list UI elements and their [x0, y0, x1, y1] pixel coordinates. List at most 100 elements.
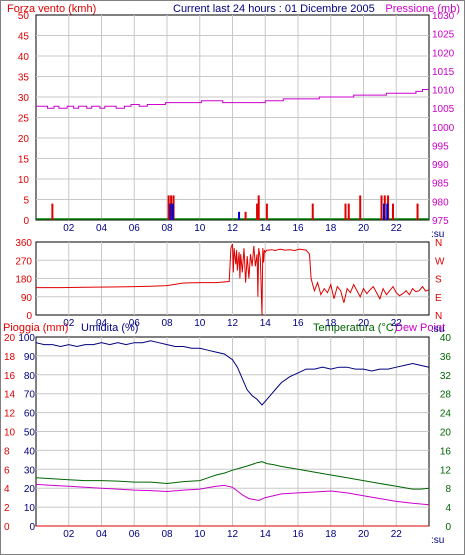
pressure-y-tick-label: 1030: [432, 11, 455, 22]
wind-speed-label: Forza vento (kmh): [7, 3, 97, 15]
x-tick-label: 02: [63, 529, 75, 540]
temperature-y-tick-label: 8: [445, 484, 451, 495]
compass-label: E: [435, 293, 442, 304]
x-axis-unit: :su: [431, 229, 444, 240]
pressure-y-tick-label: 975: [432, 216, 449, 227]
wind-y-tick-label: 40: [18, 52, 30, 63]
rain-y-tick-label: 16: [4, 371, 16, 382]
rain-y-tick-label: 8: [4, 446, 10, 457]
x-tick-label: 10: [194, 529, 206, 540]
wind-bar: [256, 203, 259, 220]
x-tick-label: 18: [325, 318, 337, 329]
pressure-line: [36, 89, 429, 109]
direction-y-tick-label: 180: [15, 275, 32, 286]
temperature-y-tick-label: 24: [440, 409, 452, 420]
x-tick-label: 14: [260, 318, 272, 329]
chart-title: Current last 24 hours : 01 Dicembre 2005: [173, 3, 375, 15]
x-tick-label: 14: [260, 223, 272, 234]
x-tick-label: 04: [96, 529, 108, 540]
humidity-y-tick-label: 30: [24, 465, 36, 476]
x-tick-label: 10: [194, 318, 206, 329]
x-tick-label: 02: [63, 223, 75, 234]
temperature-y-tick-label: 12: [440, 465, 452, 476]
temperature-y-tick-label: 4: [445, 503, 451, 514]
humidity-y-tick-label: 100: [18, 333, 35, 344]
x-tick-label: 16: [292, 529, 304, 540]
x-tick-label: 04: [96, 318, 108, 329]
rain-y-tick-label: 14: [4, 390, 16, 401]
x-tick-label: 06: [129, 223, 141, 234]
temperature-line: [35, 461, 430, 490]
rain-y-tick-label: 4: [4, 484, 10, 495]
wind-y-tick-label: 10: [18, 175, 30, 186]
wind-bar: [311, 203, 314, 220]
x-tick-label: 10: [194, 223, 206, 234]
x-tick-label: 06: [129, 529, 141, 540]
dewpoint-label: Dew Point: [395, 322, 446, 334]
wind-y-tick-label: 50: [18, 11, 30, 22]
compass-label: N: [435, 311, 442, 322]
pressure-y-tick-label: 990: [432, 160, 449, 171]
dewpoint-line: [35, 483, 430, 506]
humidity-y-tick-label: 80: [24, 371, 36, 382]
pressure-y-tick-label: 985: [432, 179, 449, 190]
humidity-y-tick-label: 90: [24, 352, 36, 363]
temperature-y-tick-label: 0: [445, 522, 451, 533]
rain-y-tick-label: 6: [4, 465, 10, 476]
x-tick-label: 18: [325, 223, 337, 234]
compass-label: N: [435, 238, 442, 249]
x-tick-label: 08: [161, 318, 173, 329]
temperature-y-tick-label: 36: [440, 352, 452, 363]
gust-bar: [238, 211, 241, 220]
gust-bar: [382, 203, 385, 220]
temperature-y-tick-label: 28: [440, 390, 452, 401]
humidity-y-tick-label: 40: [24, 446, 36, 457]
wind-y-tick-label: 0: [23, 216, 29, 227]
rain-y-tick-label: 20: [4, 333, 16, 344]
x-tick-label: 12: [227, 318, 239, 329]
temperature-y-tick-label: 16: [440, 446, 452, 457]
wind-bar: [347, 203, 350, 220]
x-tick-label: 08: [161, 223, 173, 234]
rain-y-tick-label: 10: [4, 428, 16, 439]
direction-y-tick-label: 0: [26, 311, 32, 322]
x-tick-label: 20: [358, 529, 370, 540]
x-tick-label: 18: [325, 529, 337, 540]
humidity-y-tick-label: 50: [24, 428, 36, 439]
humidity-label: Umidita (%): [81, 322, 139, 334]
wind-y-tick-label: 15: [18, 155, 30, 166]
x-tick-label: 20: [358, 318, 370, 329]
pressure-y-tick-label: 1010: [432, 86, 455, 97]
direction-y-tick-label: 360: [15, 238, 32, 249]
wind-bar: [380, 195, 383, 220]
gust-bar: [386, 203, 389, 220]
wind-bar: [344, 203, 347, 220]
direction-y-tick-label: 270: [15, 256, 32, 267]
pressure-label: Pressione (mb): [385, 3, 460, 15]
wind-bar: [257, 195, 260, 220]
temperature-y-tick-label: 40: [440, 333, 452, 344]
wind-y-tick-label: 35: [18, 73, 30, 84]
wind-y-tick-label: 25: [18, 114, 30, 125]
x-tick-label: 22: [391, 529, 403, 540]
temperature-label: Temperatura (°C): [313, 322, 398, 334]
x-axis-unit: :su: [431, 535, 444, 546]
gust-bar: [169, 203, 172, 220]
x-tick-label: 12: [227, 529, 239, 540]
pressure-y-tick-label: 1025: [432, 30, 455, 41]
humidity-y-tick-label: 60: [24, 409, 36, 420]
humidity-y-tick-label: 10: [24, 503, 36, 514]
pressure-y-tick-label: 995: [432, 141, 449, 152]
x-tick-label: 12: [227, 223, 239, 234]
wind-y-tick-label: 5: [23, 196, 29, 207]
x-axis-unit: :su: [431, 324, 444, 335]
x-tick-label: 14: [260, 529, 272, 540]
pressure-y-tick-label: 1005: [432, 104, 455, 115]
rain-y-tick-label: 0: [4, 522, 10, 533]
pressure-y-tick-label: 1015: [432, 67, 455, 78]
compass-label: W: [435, 256, 445, 267]
x-tick-label: 22: [391, 318, 403, 329]
wind-bar: [359, 195, 362, 220]
